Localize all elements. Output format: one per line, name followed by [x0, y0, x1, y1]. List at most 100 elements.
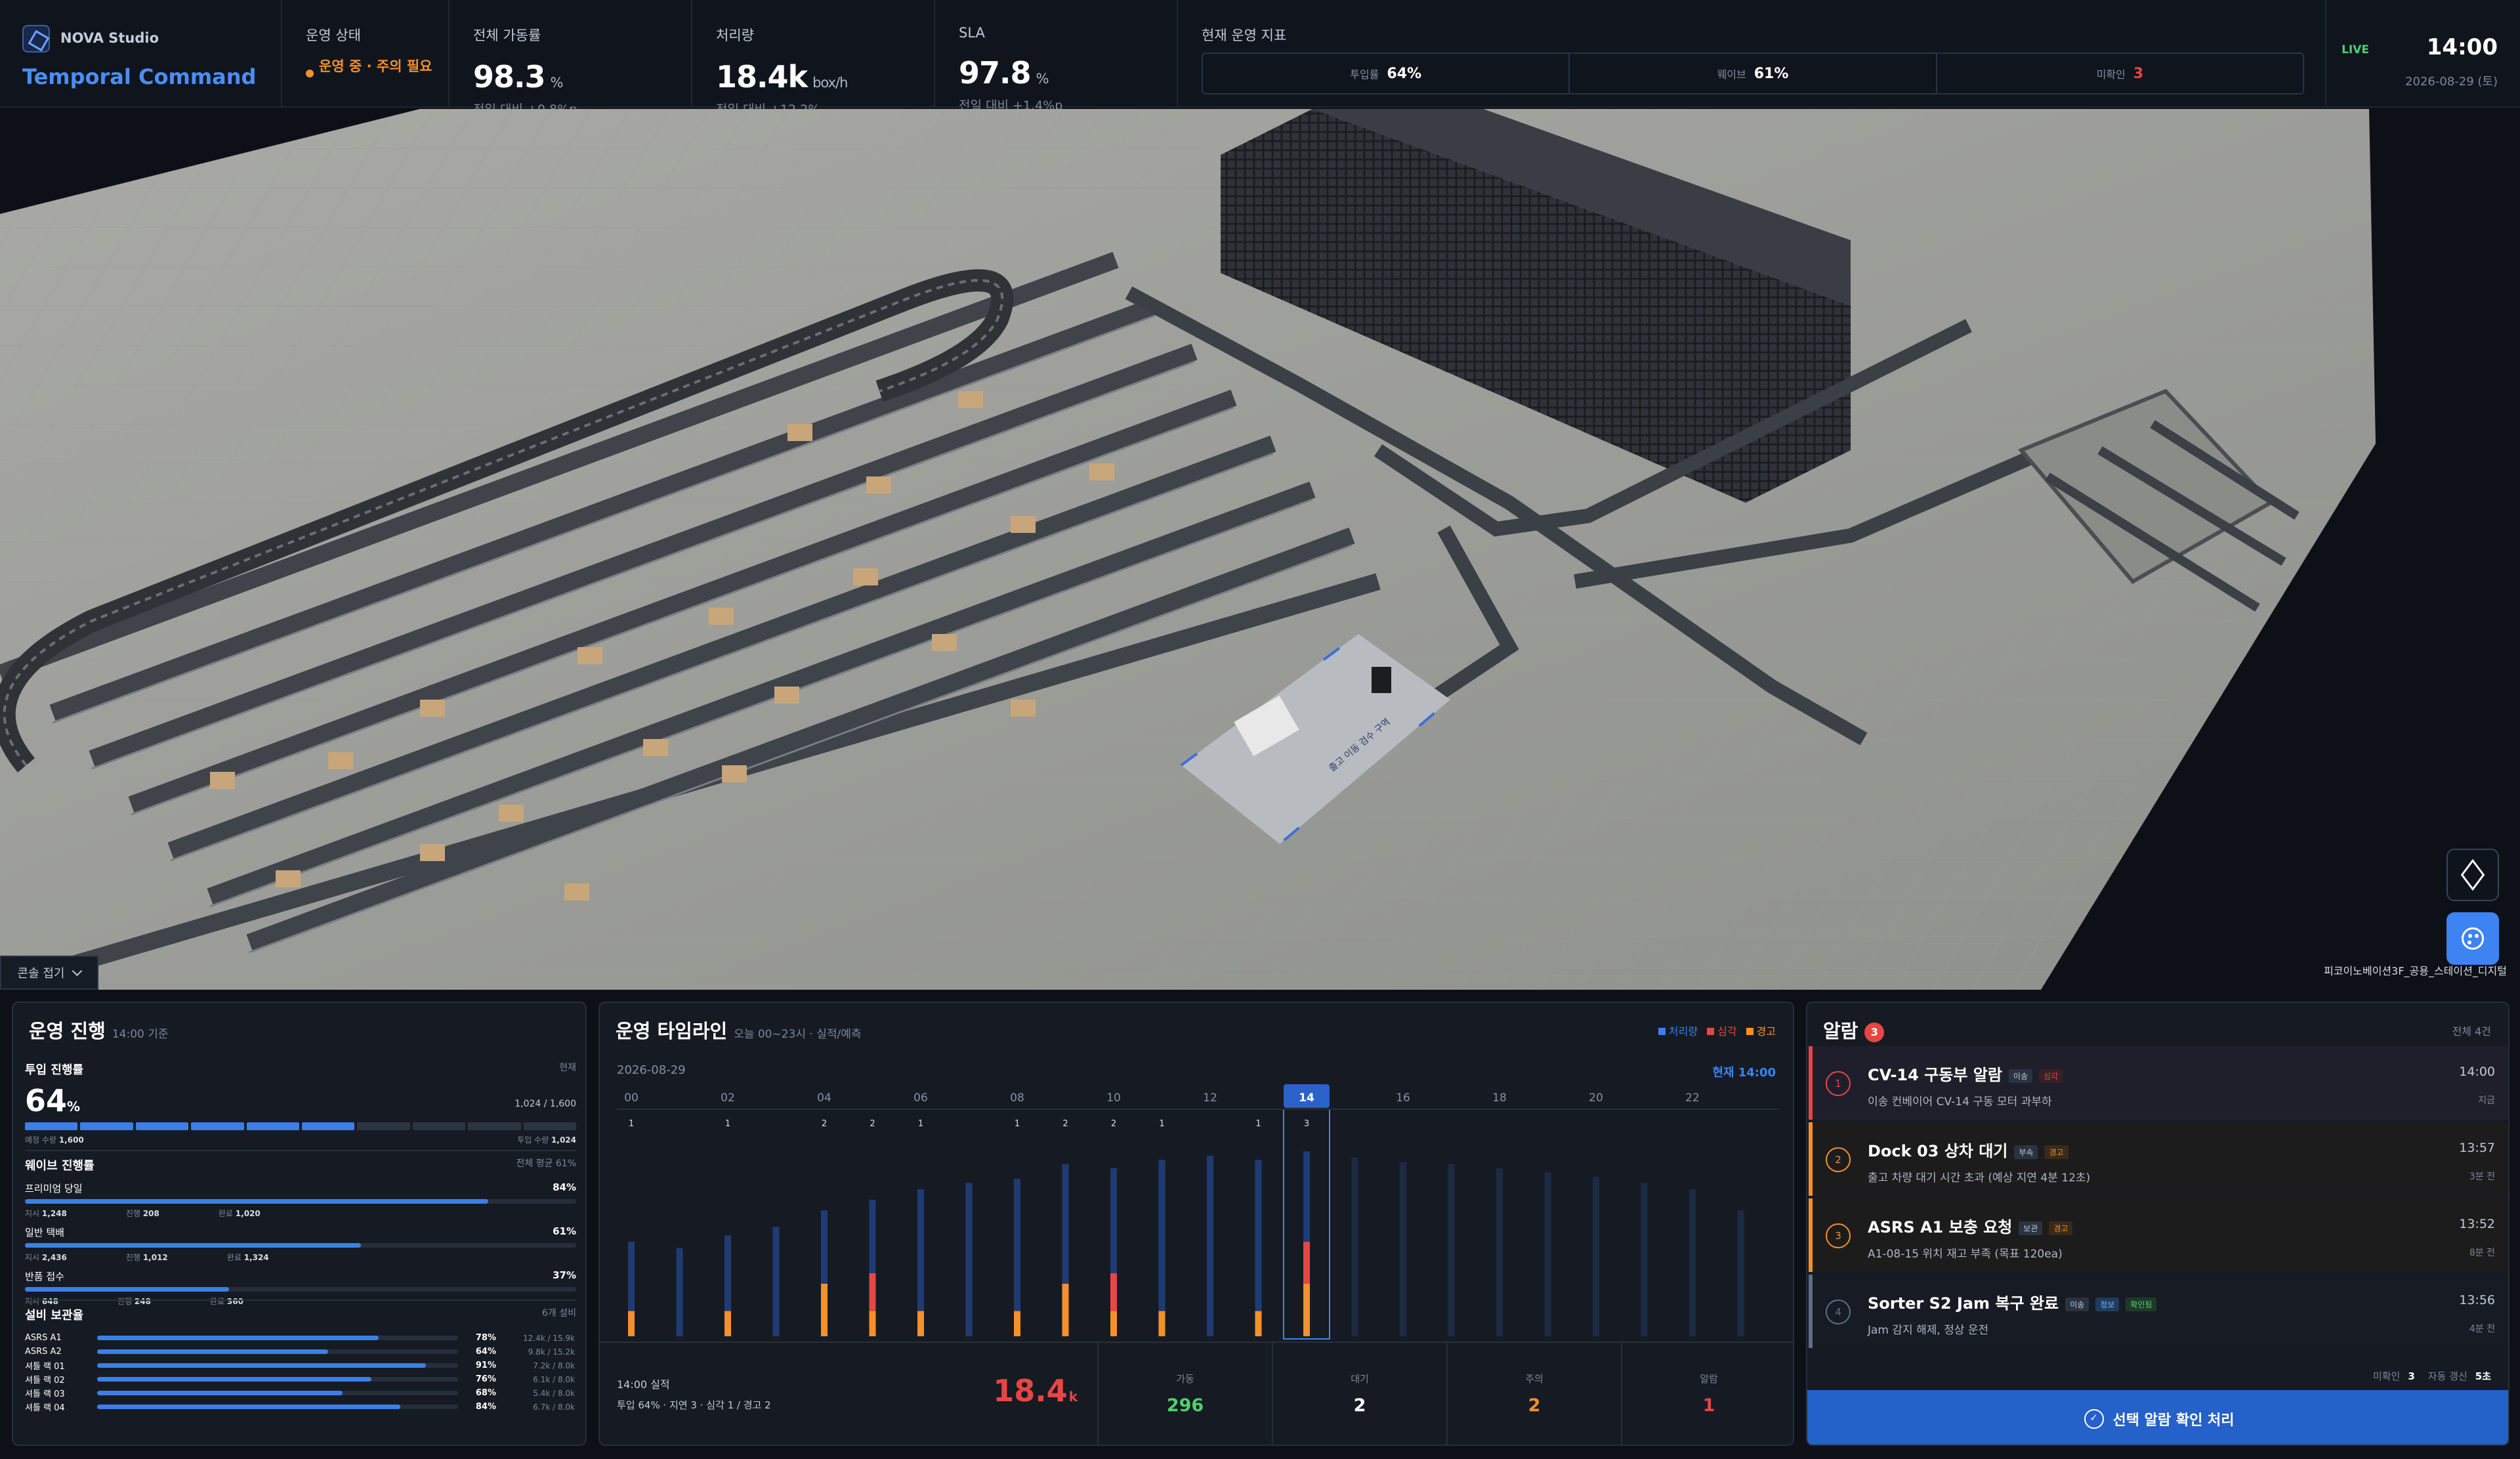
storage-label: 설비 보관율 — [25, 1309, 84, 1322]
kpi-value: 97.8 — [959, 55, 1031, 91]
warning-bar — [1110, 1311, 1117, 1336]
alert-description: 이송 컨베이어 CV-14 구동 모터 과부하 — [1868, 1095, 2052, 1109]
throughput-bar — [1110, 1168, 1117, 1336]
alert-ack-tag: 확인됨 — [2126, 1297, 2157, 1311]
kpi-label: SLA — [959, 25, 985, 41]
wave-stat-label: 완료 — [209, 1297, 225, 1306]
indicator-value: 3 — [2133, 65, 2144, 82]
alert-time: 14:00 — [2459, 1065, 2495, 1079]
timeline-panel: 운영 타임라인 오늘 00~23시 · 실적/예측 처리량 심각 경고 2026-… — [598, 1002, 1794, 1446]
wave-stat-label: 완료 — [218, 1209, 233, 1218]
alert-item[interactable]: 1 CV-14 구동부 알람 이송 심각 이송 컨베이어 CV-14 구동 모터 과부하… — [1809, 1046, 2508, 1120]
hour-label: 02 — [721, 1091, 735, 1105]
indicator-name: 웨이브 — [1717, 68, 1746, 81]
wave-stat-value: 208 — [142, 1209, 159, 1218]
alert-time: 13:57 — [2459, 1141, 2495, 1155]
indicator-wave[interactable]: 웨이브 61% — [1570, 54, 1937, 93]
wave-bar — [25, 1243, 576, 1248]
storage-name: 셔틀 랙 02 — [25, 1376, 65, 1385]
input-progress-label: 투입 진행률 — [25, 1063, 84, 1077]
kpi-sla: SLA 97.8% 전일 대비 +1.4%p — [935, 0, 1178, 113]
acknowledge-alerts-button[interactable]: 선택 알람 확인 처리 — [1807, 1390, 2508, 1445]
unack-label: 미확인 — [2372, 1370, 2401, 1382]
wave-name: 일반 택배 — [25, 1227, 64, 1238]
throughput-bar — [1689, 1189, 1696, 1336]
event-count-label: 2 — [1062, 1119, 1068, 1129]
warehouse-3d-view[interactable]: 출고 이동 검수 구역 콘솔 접기 피코이노베이션3F_공용_스테이션_디지털 — [0, 109, 2520, 990]
kpi-value: 98.3 — [473, 59, 545, 95]
indicator-input-rate[interactable]: 투입률 64% — [1203, 54, 1570, 93]
theme-button[interactable] — [2446, 912, 2499, 965]
alert-item[interactable]: 4 Sorter S2 Jam 복구 완료 이송 정보 확인됨 Jam 감지 해제, 정상… — [1809, 1275, 2508, 1348]
storage-bar-fill — [97, 1405, 400, 1409]
alert-number: 1 — [1826, 1071, 1851, 1096]
stat-label: 알람 — [1700, 1373, 1718, 1385]
wave-bar — [25, 1287, 576, 1292]
storage-capacity: 6.7k / 8.0k — [533, 1402, 575, 1412]
legend-critical: 심각 — [1707, 1023, 1736, 1038]
palette-icon — [2462, 927, 2484, 950]
alert-item[interactable]: 3 ASRS A1 보충 요청 보관 경고 A1-08-15 위치 재고 부족 (목표 … — [1809, 1198, 2508, 1272]
alert-title: Sorter S2 Jam 복구 완료 — [1868, 1294, 2059, 1313]
indicator-name: 투입률 — [1350, 68, 1379, 81]
warning-bar — [917, 1311, 924, 1336]
collapse-console-button[interactable]: 콘솔 접기 — [0, 956, 98, 990]
event-count-label: 2 — [1111, 1119, 1116, 1129]
warning-bar — [1014, 1311, 1020, 1336]
legend-warning: 경고 — [1746, 1023, 1776, 1038]
wave-stat-value: 1,020 — [235, 1209, 261, 1218]
storage-capacity: 9.8k / 15.2k — [528, 1347, 575, 1357]
conveyor-lanes — [0, 251, 1381, 990]
hour-label: 00 — [624, 1091, 639, 1105]
wave-row: 프리미엄 당일 84% 지시 1,248 진행 208 완료 1,020 — [25, 1181, 576, 1219]
wave-list: 프리미엄 당일 84% 지시 1,248 진행 208 완료 1,020 일반 택배 61%… — [25, 1181, 576, 1307]
hour-label: 20 — [1589, 1091, 1603, 1105]
progress-segment — [468, 1122, 521, 1130]
alert-number: 2 — [1826, 1147, 1851, 1172]
progress-panel: 운영 진행 14:00 기준 투입 진행률 현재 64% 1,024 / 1,60… — [12, 1002, 587, 1446]
throughput-bar — [772, 1227, 780, 1336]
alert-time: 13:56 — [2459, 1293, 2495, 1307]
kpi-unit: % — [550, 75, 564, 91]
legend-throughput: 처리량 — [1658, 1023, 1698, 1038]
stat-value: 2 — [1528, 1395, 1541, 1416]
warning-bar — [1062, 1284, 1069, 1336]
wave-stat-value: 360 — [226, 1297, 243, 1306]
alerts-title: 알람 — [1823, 1020, 1858, 1042]
app-logo-icon — [22, 25, 50, 53]
indicator-unacked[interactable]: 미확인 3 — [1937, 54, 2303, 93]
wave-stat-label: 지시 — [25, 1209, 40, 1218]
summary-detail: 투입 64% · 지연 3 · 심각 1 / 경고 2 — [617, 1399, 771, 1411]
throughput-bar — [869, 1200, 876, 1336]
wave-stat-value: 1,248 — [41, 1209, 67, 1218]
stat-alarm: 알람 1 — [1622, 1343, 1793, 1445]
alert-category-tag: 이송 — [2065, 1297, 2090, 1311]
studio-name: NOVA Studio — [60, 30, 159, 46]
storage-bar-fill — [97, 1377, 371, 1382]
alerts-total: 전체 4건 — [2452, 1025, 2491, 1038]
progress-segment — [246, 1122, 300, 1130]
stat-label: 대기 — [1351, 1373, 1369, 1385]
storage-list: ASRS A1 78% 12.4k / 15.9k ASRS A2 64% 9.8k / … — [25, 1331, 576, 1414]
summary-title: 14:00 실적 — [617, 1378, 670, 1391]
alert-item[interactable]: 2 Dock 03 상차 대기 부속 경고 출고 차량 대기 시간 초과 (예상 지연 … — [1809, 1122, 2508, 1196]
kpi-unit: box/h — [812, 75, 848, 91]
parcel-boxes — [210, 391, 1114, 900]
input-progress-pct: 64 — [25, 1083, 68, 1118]
storage-pct: 64% — [475, 1347, 496, 1357]
current-hour-tab — [1284, 1084, 1330, 1108]
throughput-bar — [1014, 1179, 1020, 1336]
storage-pct: 78% — [475, 1333, 496, 1343]
alert-category-tag: 부속 — [2014, 1145, 2038, 1159]
timeline-chart[interactable]: 00 02 04 06 08 10 12 14 16 18 20 221 1 2 2 1 1 2 2 1 1 3 — [600, 1084, 1794, 1342]
stat-idle: 대기 2 — [1273, 1343, 1448, 1445]
input-progress-right: 현재 — [559, 1063, 576, 1073]
warning-bar — [1255, 1311, 1262, 1336]
done-label: 투입 수량 — [517, 1135, 549, 1145]
storage-name: 셔틀 랙 01 — [25, 1362, 65, 1372]
wave-stat-label: 진행 — [125, 1253, 140, 1262]
alert-number: 3 — [1826, 1223, 1851, 1248]
view-3d-button[interactable] — [2446, 849, 2499, 901]
planned-value: 1,600 — [58, 1135, 84, 1145]
input-progress-segments — [25, 1122, 577, 1130]
